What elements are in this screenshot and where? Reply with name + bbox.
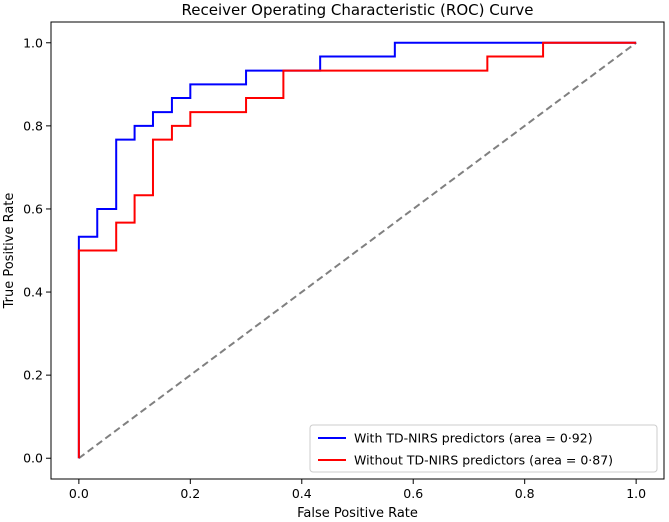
legend-entry-label: With TD-NIRS predictors (area = 0·92): [354, 431, 593, 446]
x-tick-label: 0.4: [292, 486, 312, 501]
y-tick-label: 0.2: [23, 368, 43, 383]
roc-series-line: [77, 41, 637, 459]
y-tick-label: 0.8: [23, 118, 43, 133]
series-layer: [77, 41, 637, 460]
y-tick-label: 0.0: [23, 451, 43, 466]
x-tick-label: 0.6: [403, 486, 423, 501]
y-tick-label: 0.4: [23, 285, 43, 300]
x-tick-label: 0.2: [180, 486, 200, 501]
plot-frame: [50, 21, 665, 480]
x-tick-label: 0.0: [69, 486, 89, 501]
x-axis-label: False Positive Rate: [297, 506, 418, 521]
y-tick-label: 0.6: [23, 201, 43, 216]
x-tick-label: 1.0: [626, 486, 646, 501]
x-tick-label: 0.8: [515, 486, 535, 501]
y-tick-label: 1.0: [23, 35, 43, 50]
roc-series-line: [77, 41, 637, 459]
legend-entry-label: Without TD-NIRS predictors (area = 0·87): [354, 453, 613, 468]
ticks-layer: 0.0 0.2 0.4 0.6 0.8 1.0 0.0 0.2 0.4 0.6 0.8 1.0: [23, 35, 646, 501]
y-axis-label: True Positive Rate: [2, 193, 17, 310]
chance-diagonal-line: [78, 41, 637, 460]
chart-title: Receiver Operating Characteristic (ROC) …: [182, 1, 534, 19]
legend-box: [309, 424, 658, 473]
legend: With TD-NIRS predictors (area = 0·92) Wit…: [309, 424, 658, 473]
